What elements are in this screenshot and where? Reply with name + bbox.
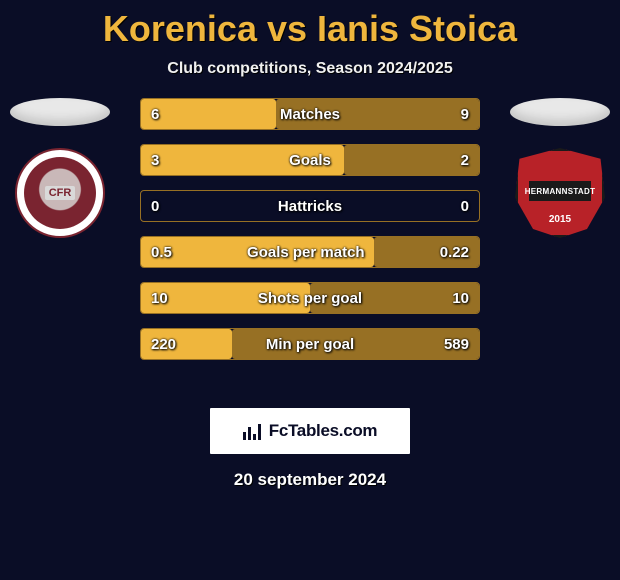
stat-value-right: 589 <box>434 336 479 353</box>
stat-value-right: 0.22 <box>430 244 479 261</box>
subtitle: Club competitions, Season 2024/2025 <box>0 60 620 78</box>
stat-value-left: 10 <box>141 290 178 307</box>
player-right-column: HERMANNSTADT 2015 <box>500 98 620 238</box>
stat-value-left: 0 <box>141 198 169 215</box>
stat-value-left: 220 <box>141 336 186 353</box>
brand-text: FcTables.com <box>269 421 378 441</box>
stat-label: Goals per match <box>182 244 430 261</box>
stat-row: 6Matches9 <box>140 98 480 130</box>
club-badge-left-inner: CFR <box>24 157 96 229</box>
brand-chart-icon <box>243 422 265 440</box>
stat-row: 0Hattricks0 <box>140 190 480 222</box>
stat-value-left: 0.5 <box>141 244 182 261</box>
stat-value-right: 2 <box>451 152 479 169</box>
stat-value-right: 0 <box>451 198 479 215</box>
stats-table: 6Matches9 3Goals2 0Hattricks0 0.5Goals per … <box>140 98 480 360</box>
player-left-column: CFR <box>0 98 120 238</box>
stat-label: Goals <box>169 152 450 169</box>
date-label: 20 september 2024 <box>0 470 620 490</box>
stat-label: Hattricks <box>169 198 450 215</box>
stat-row: 0.5Goals per match0.22 <box>140 236 480 268</box>
player-right-photo-placeholder <box>510 98 610 126</box>
club-badge-right: HERMANNSTADT 2015 <box>515 148 605 238</box>
stat-label: Matches <box>169 106 450 123</box>
club-badge-left-label: CFR <box>45 186 76 200</box>
club-badge-left: CFR <box>15 148 105 238</box>
page-title: Korenica vs Ianis Stoica <box>0 0 620 50</box>
stat-row: 220Min per goal589 <box>140 328 480 360</box>
club-badge-right-year: 2015 <box>518 214 602 225</box>
comparison-area: CFR HERMANNSTADT 2015 6Matches93Goals20H… <box>0 98 620 388</box>
club-badge-right-label: HERMANNSTADT <box>529 181 591 201</box>
player-left-photo-placeholder <box>10 98 110 126</box>
stat-value-right: 10 <box>442 290 479 307</box>
brand-badge: FcTables.com <box>210 408 410 454</box>
stat-row: 10Shots per goal10 <box>140 282 480 314</box>
stat-value-left: 6 <box>141 106 169 123</box>
stat-value-right: 9 <box>451 106 479 123</box>
stat-label: Min per goal <box>186 336 434 353</box>
stat-row: 3Goals2 <box>140 144 480 176</box>
stat-value-left: 3 <box>141 152 169 169</box>
stat-label: Shots per goal <box>178 290 443 307</box>
